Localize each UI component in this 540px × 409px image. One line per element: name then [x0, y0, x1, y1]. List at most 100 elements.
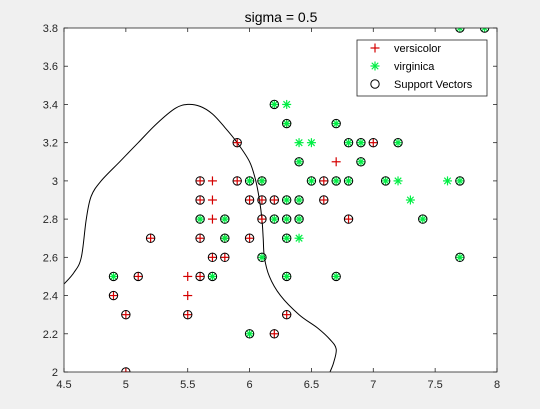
- virginica-point: [207, 271, 217, 281]
- virginica-point: [356, 157, 366, 167]
- virginica-point: [282, 271, 292, 281]
- versicolor-point: [207, 195, 217, 205]
- y-tick-label: 2.6: [43, 252, 58, 264]
- support-vectors-point: [281, 233, 292, 243]
- plot-frame: [63, 27, 498, 373]
- virginica-point: [257, 176, 267, 186]
- versicolor-point: [183, 271, 193, 281]
- versicolor-point: [133, 271, 143, 281]
- support-vectors-point: [232, 137, 242, 148]
- support-vectors-point: [195, 195, 205, 205]
- versicolor-point: [183, 291, 193, 301]
- x-tick-label: 8: [494, 379, 500, 391]
- support-vectors-point: [195, 271, 205, 282]
- support-vectors-point: [108, 271, 119, 282]
- x-tick-label: 5.5: [180, 379, 195, 391]
- virginica-point: [108, 271, 118, 281]
- y-axis: 2 2.2 2.4 2.6 2.8 3 3.2 3.4 3.6 3.8: [43, 23, 497, 379]
- virginica-point: [282, 119, 292, 129]
- virginica-point: [331, 271, 341, 281]
- support-vectors-point: [368, 137, 378, 148]
- virginica-point: [480, 28, 490, 33]
- virginica-point: [220, 233, 230, 243]
- data-points: [108, 28, 490, 372]
- support-vectors-point: [281, 214, 292, 224]
- virginica-point: [306, 138, 316, 148]
- support-vectors-point: [195, 214, 205, 224]
- y-tick-label: 3.8: [43, 23, 58, 35]
- support-vectors-point: [108, 290, 119, 301]
- virginica-point: [381, 176, 391, 186]
- support-vectors-point: [195, 233, 205, 243]
- versicolor-point: [121, 310, 131, 320]
- versicolor-point: [257, 195, 267, 205]
- virginica-point: [245, 176, 255, 186]
- virginica-point: [220, 214, 230, 224]
- support-vectors-point: [269, 329, 280, 339]
- versicolor-point: [195, 195, 205, 205]
- virginica-point: [245, 329, 255, 339]
- virginica-point: [282, 195, 292, 205]
- virginica-point: [294, 138, 304, 148]
- versicolor-point: [195, 271, 205, 281]
- support-vectors-point: [319, 195, 329, 205]
- virginica-point: [331, 119, 341, 129]
- x-tick-label: 4.5: [56, 379, 71, 391]
- support-vectors-point: [380, 176, 391, 186]
- virginica-point: [455, 176, 465, 186]
- virginica-point: [393, 176, 403, 186]
- virginica-point: [443, 176, 453, 186]
- virginica-point: [294, 157, 304, 167]
- support-vectors-point: [183, 309, 193, 320]
- support-vectors-point: [331, 271, 341, 282]
- versicolor-point: [232, 138, 242, 148]
- x-tick-label: 6.5: [304, 379, 319, 391]
- support-vectors-point: [195, 176, 205, 186]
- support-vectors-point: [244, 176, 255, 186]
- y-tick-label: 3: [52, 176, 58, 188]
- support-vectors-point: [269, 214, 280, 224]
- support-vectors-point: [220, 214, 230, 224]
- legend-label-support-vectors: Support Vectors: [394, 79, 473, 91]
- versicolor-point: [269, 329, 279, 339]
- support-vectors-point: [281, 118, 292, 129]
- virginica-point: [282, 99, 292, 109]
- x-tick-label: 6: [247, 379, 253, 391]
- support-vectors-point: [418, 214, 428, 224]
- support-vectors-point: [455, 28, 465, 33]
- versicolor-point: [121, 367, 131, 372]
- versicolor-point: [319, 195, 329, 205]
- y-tick-label: 2.2: [43, 329, 58, 341]
- support-vectors-point: [306, 176, 317, 186]
- support-vectors-point: [455, 176, 465, 186]
- versicolor-point: [207, 252, 217, 262]
- y-tick-label: 3.4: [43, 99, 58, 111]
- x-tick-label: 7: [370, 379, 376, 391]
- virginica-point: [294, 195, 304, 205]
- legend-marker-virginica: [370, 61, 380, 71]
- support-vectors-point: [244, 195, 255, 205]
- support-vectors-point: [244, 329, 255, 339]
- y-tick-label: 3.2: [43, 138, 58, 150]
- support-vectors-point: [133, 271, 143, 282]
- virginica-point: [455, 28, 465, 33]
- virginica-point: [393, 138, 403, 148]
- virginica-point: [269, 214, 279, 224]
- support-vectors-point: [319, 176, 329, 186]
- support-vectors-point: [479, 28, 490, 33]
- virginica-point: [455, 252, 465, 262]
- support-vectors-point: [343, 137, 354, 148]
- virginica-point: [294, 233, 304, 243]
- legend-marker-support-vectors: [370, 79, 380, 89]
- versicolor-point: [232, 176, 242, 186]
- virginica-point: [282, 233, 292, 243]
- legend-markers: [370, 43, 380, 89]
- y-tick-label: 2: [52, 367, 58, 379]
- y-tick-label: 3.6: [43, 61, 58, 73]
- support-vectors-point: [257, 176, 267, 186]
- support-vectors-point: [331, 176, 341, 186]
- support-vectors-point: [121, 309, 131, 320]
- versicolor-point: [207, 176, 217, 186]
- x-tick-label: 5: [123, 379, 129, 391]
